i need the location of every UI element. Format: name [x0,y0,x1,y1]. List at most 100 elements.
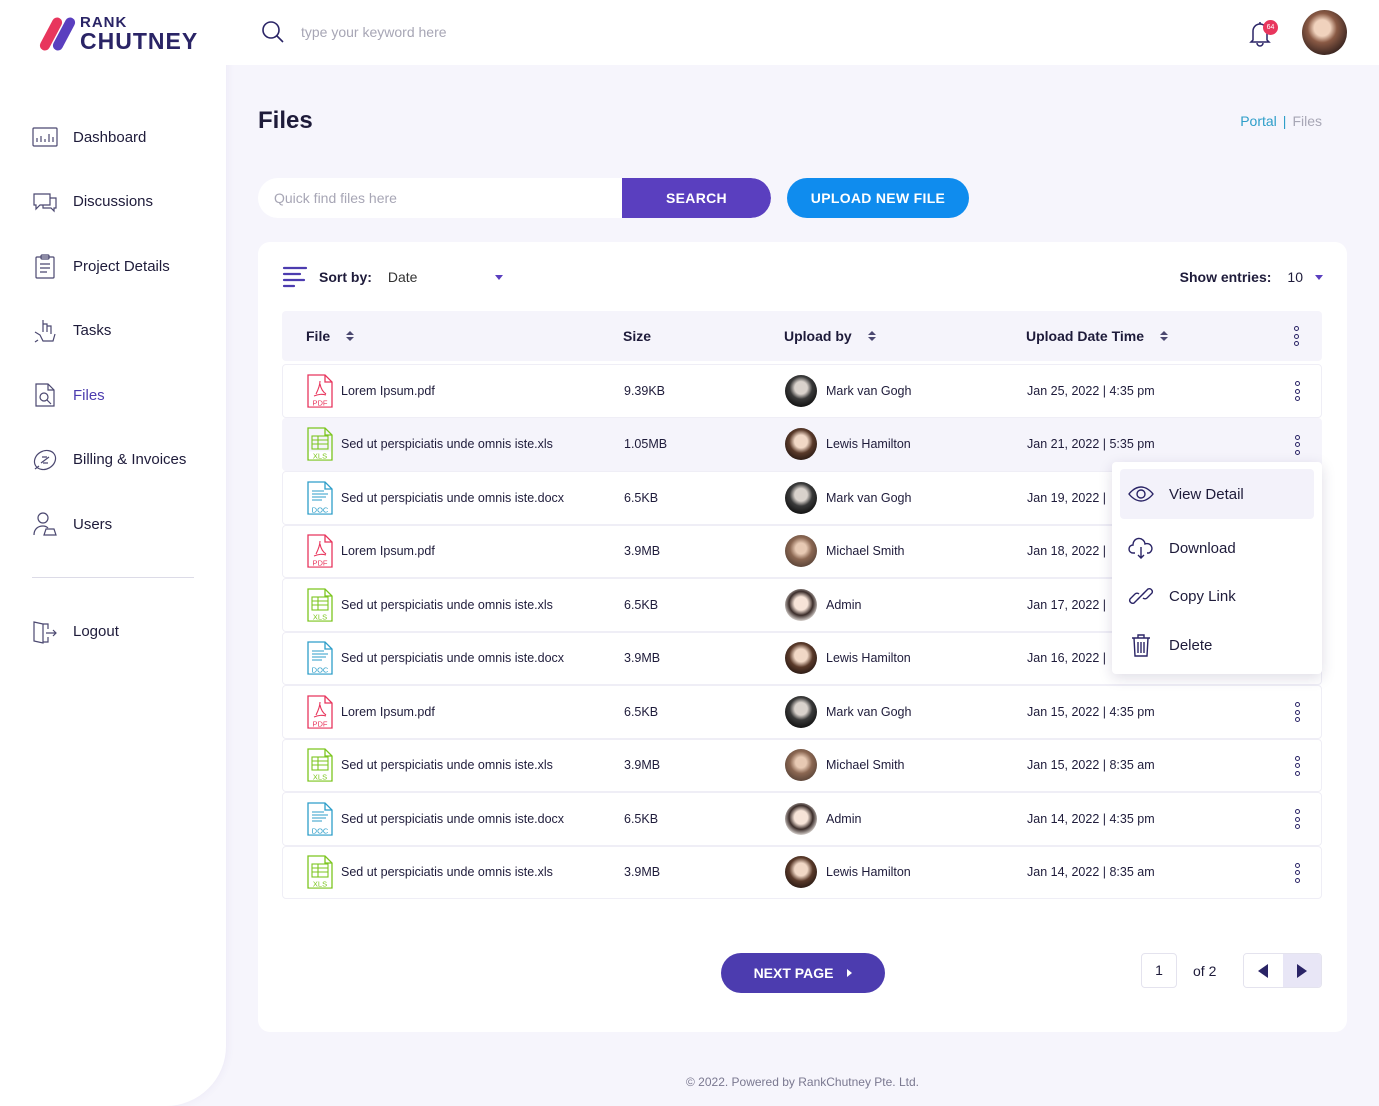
hand-task-icon [34,319,56,343]
sidebar-item-dashboard[interactable]: Dashboard [32,105,194,170]
next-page-button[interactable]: NEXT PAGE [721,953,885,993]
row-more-icon[interactable] [1294,702,1300,722]
header-file[interactable]: File [306,328,355,344]
caret-right-icon [847,969,853,977]
next-page-label: NEXT PAGE [753,965,834,981]
menu-label: Delete [1169,636,1213,654]
uploader-name: Lewis Hamilton [826,651,911,666]
sort-lines-icon [282,266,308,288]
sidebar-item-billing[interactable]: Billing & Invoices [32,428,194,493]
upload-date: Jan 16, 2022 | [1027,651,1107,666]
header-file-label: File [306,328,331,344]
sidebar-item-label: Billing & Invoices [73,451,187,469]
uploader-name: Mark van Gogh [826,704,912,719]
file-size: 1.05MB [624,437,668,452]
menu-copy-link[interactable]: Copy Link [1120,571,1314,621]
bar-chart-icon [32,127,58,147]
user-avatar[interactable] [1302,10,1347,55]
global-search-input[interactable] [301,20,701,44]
sidebar-item-label: Users [73,515,113,533]
file-size: 6.5KB [624,597,659,612]
avatar [785,695,817,728]
sort-value: Date [387,269,418,285]
file-name[interactable]: Lorem Ipsum.pdf [341,704,435,719]
file-name[interactable]: Lorem Ipsum.pdf [341,544,435,559]
file-cell: XLS Sed ut perspiciatis unde omnis iste.x… [306,419,553,471]
uploader-cell: Lewis Hamilton [785,633,911,685]
eye-icon [1128,486,1154,502]
file-name[interactable]: Sed ut perspiciatis unde omnis iste.docx [341,811,565,826]
search-icon[interactable] [261,20,285,44]
sidebar-item-label: Project Details [73,257,170,275]
sidebar-item-project-details[interactable]: Project Details [32,234,194,299]
logout-button[interactable]: Logout [32,600,194,665]
file-name[interactable]: Sed ut perspiciatis unde omnis iste.docx [341,490,565,505]
search-button[interactable]: SEARCH [622,178,771,218]
file-name[interactable]: Sed ut perspiciatis unde omnis iste.xls [341,758,553,773]
caret-down-icon[interactable] [1315,274,1323,280]
file-name[interactable]: Sed ut perspiciatis unde omnis iste.docx [341,651,565,666]
avatar [785,749,817,782]
nav-divider [32,576,194,578]
file-type-label: XLS [313,612,327,621]
uploader-name: Michael Smith [826,758,905,773]
table-row[interactable]: PDF Lorem Ipsum.pdf 6.5KB Mark van Gogh Jan … [282,685,1322,739]
sort-select[interactable]: Date [388,269,503,285]
avatar [785,535,817,568]
uploader-name: Lewis Hamilton [826,865,911,880]
header-upload-by[interactable]: Upload by [784,328,876,344]
file-name[interactable]: Sed ut perspiciatis unde omnis iste.xls [341,865,553,880]
row-more-icon[interactable] [1294,755,1300,776]
menu-download[interactable]: Download [1120,523,1314,573]
file-size: 3.9MB [624,758,661,773]
upload-date: Jan 17, 2022 | [1027,597,1107,612]
sort-arrows-icon[interactable] [1160,331,1168,341]
row-more-icon[interactable] [1294,809,1300,829]
clipboard-icon [35,254,55,279]
table-row[interactable]: XLS Sed ut perspiciatis unde omnis iste.x… [282,845,1322,899]
sidebar-item-users[interactable]: Users [32,492,194,557]
header-more-icon[interactable] [1293,326,1299,346]
sort-arrows-icon[interactable] [867,331,876,341]
menu-view-detail[interactable]: View Detail [1120,469,1314,519]
uploader-name: Michael Smith [826,544,905,559]
row-more-icon[interactable] [1294,381,1300,401]
row-more-icon[interactable] [1294,862,1300,883]
uploader-cell: Mark van Gogh [785,686,911,738]
file-cell: XLS Sed ut perspiciatis unde omnis iste.x… [306,847,553,899]
file-name[interactable]: Lorem Ipsum.pdf [341,383,435,398]
file-size: 6.5KB [624,811,659,826]
caret-down-icon [494,274,503,280]
file-size: 3.9MB [624,865,661,880]
menu-delete[interactable]: Delete [1120,620,1314,670]
file-type-label: DOC [312,505,329,514]
file-search-icon [35,383,55,407]
sidebar-item-discussions[interactable]: Discussions [32,170,194,235]
page-number-input[interactable]: 1 [1141,953,1177,988]
prev-page-button[interactable] [1244,954,1283,987]
arrow-right-icon [1296,963,1307,978]
xls-file-icon: XLS [307,588,333,622]
breadcrumb-portal[interactable]: Portal [1240,113,1277,129]
brand-logo[interactable]: RANK CHUTNEY [38,15,198,53]
sort-label: Sort by: [319,269,372,285]
header-upload-date[interactable]: Upload Date Time [1026,328,1168,344]
upload-new-file-button[interactable]: UPLOAD NEW FILE [787,178,969,218]
table-row[interactable]: XLS Sed ut perspiciatis unde omnis iste.x… [282,738,1322,792]
avatar [785,374,817,407]
file-name[interactable]: Sed ut perspiciatis unde omnis iste.xls [341,437,553,452]
pdf-file-icon: PDF [307,374,333,408]
entries-value[interactable]: 10 [1287,269,1303,285]
table-row[interactable]: DOC Sed ut perspiciatis unde omnis iste.d… [282,792,1322,846]
avatar [785,428,817,461]
next-page-arrow-button[interactable] [1282,954,1321,987]
sort-arrows-icon[interactable] [346,331,355,341]
chat-icon [33,193,57,213]
sidebar-item-tasks[interactable]: Tasks [32,299,194,364]
table-row[interactable]: PDF Lorem Ipsum.pdf 9.39KB Mark van Gogh Jan… [282,364,1322,418]
quick-search-input[interactable] [258,178,622,218]
avatar [785,802,817,835]
file-name[interactable]: Sed ut perspiciatis unde omnis iste.xls [341,597,553,612]
sidebar-item-files[interactable]: Files [32,363,194,428]
row-more-icon[interactable] [1294,434,1300,455]
